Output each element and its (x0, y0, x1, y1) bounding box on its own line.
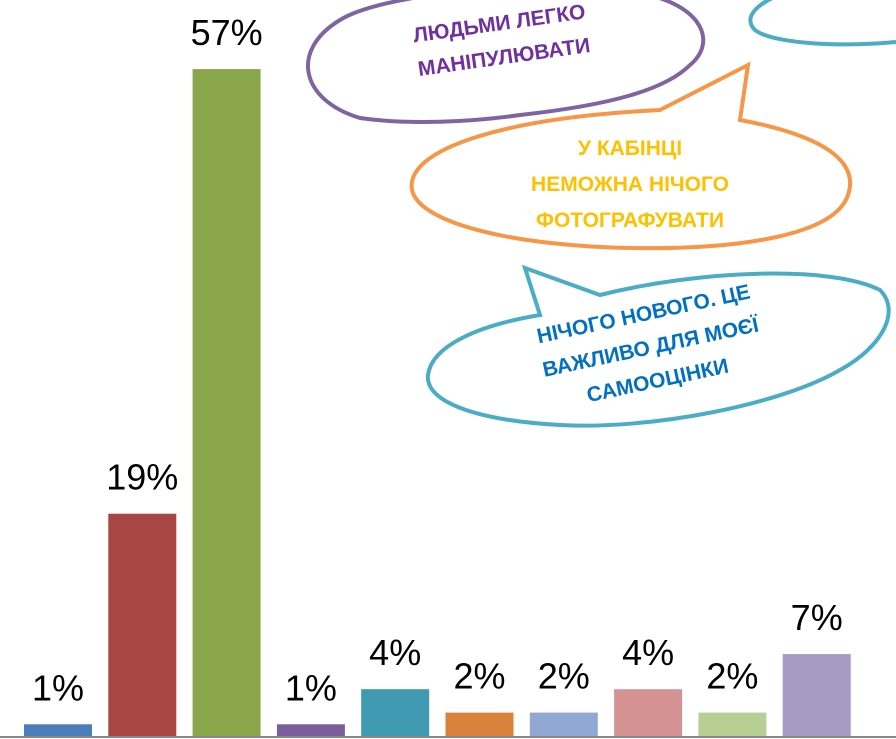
value-label: 57% (191, 12, 263, 53)
value-label: 2% (706, 656, 758, 697)
bubble-blue (425, 264, 891, 428)
annotation-line: У КАБІНЦІ (578, 137, 682, 160)
value-label: 2% (538, 656, 590, 697)
bar (24, 724, 92, 736)
value-label: 2% (453, 656, 505, 697)
bar (698, 712, 767, 736)
bar (192, 69, 261, 737)
bubbles (305, 0, 896, 428)
value-label: 4% (622, 632, 674, 673)
value-label: 19% (106, 457, 178, 498)
bar (445, 712, 514, 736)
bar (361, 689, 430, 736)
value-label: 1% (285, 667, 337, 708)
bar (782, 654, 851, 736)
bubble-teal (748, 0, 896, 47)
bar (108, 513, 177, 736)
annotation: У КАБІНЦІ НЕМОЖНА НІЧОГО ФОТОГРАФУВАТИ (531, 137, 729, 232)
annotation-line: НЕМОЖНА НІЧОГО (531, 173, 729, 196)
bar (614, 689, 683, 736)
annotation-line: ФОТОГРАФУВАТИ (536, 209, 724, 232)
value-label: 7% (791, 597, 843, 638)
value-label: 1% (32, 667, 84, 708)
bar (276, 724, 345, 736)
bar (529, 712, 598, 736)
bubble-purple (305, 0, 706, 124)
bubble-orange (409, 61, 852, 251)
value-label: 4% (369, 632, 421, 673)
